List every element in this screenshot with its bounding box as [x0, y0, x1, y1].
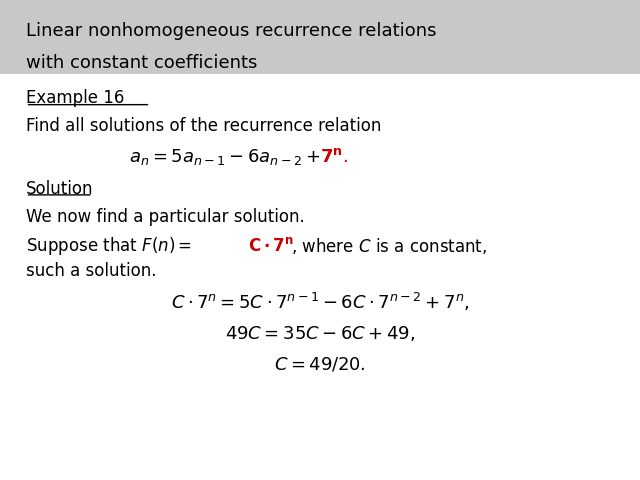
FancyBboxPatch shape	[0, 0, 640, 74]
Text: with constant coefficients: with constant coefficients	[26, 54, 257, 72]
Text: Linear nonhomogeneous recurrence relations: Linear nonhomogeneous recurrence relatio…	[26, 22, 436, 40]
Text: $a_n = 5a_{n-1} - 6a_{n-2} +\ $: $a_n = 5a_{n-1} - 6a_{n-2} +\ $	[129, 147, 320, 168]
Text: , where $C$ is a constant,: , where $C$ is a constant,	[291, 236, 488, 256]
Text: $C \cdot 7^n = 5C \cdot 7^{n-1} - 6C \cdot 7^{n-2} + 7^n,$: $C \cdot 7^n = 5C \cdot 7^{n-1} - 6C \cd…	[171, 291, 469, 313]
Text: Solution: Solution	[26, 180, 93, 198]
Text: $\mathbf{C \cdot 7^n}$: $\mathbf{C \cdot 7^n}$	[248, 237, 294, 255]
Text: Suppose that $F(n) =$: Suppose that $F(n) =$	[26, 235, 191, 257]
Text: $49C = 35C - 6C + 49,$: $49C = 35C - 6C + 49,$	[225, 324, 415, 343]
Text: $\mathbf{7^n}.$: $\mathbf{7^n}.$	[320, 148, 348, 167]
Text: Find all solutions of the recurrence relation: Find all solutions of the recurrence rel…	[26, 117, 381, 135]
Text: $C = 49/20.$: $C = 49/20.$	[274, 356, 366, 374]
Text: such a solution.: such a solution.	[26, 262, 156, 280]
Text: We now find a particular solution.: We now find a particular solution.	[26, 208, 305, 226]
Text: Example 16: Example 16	[26, 89, 124, 108]
